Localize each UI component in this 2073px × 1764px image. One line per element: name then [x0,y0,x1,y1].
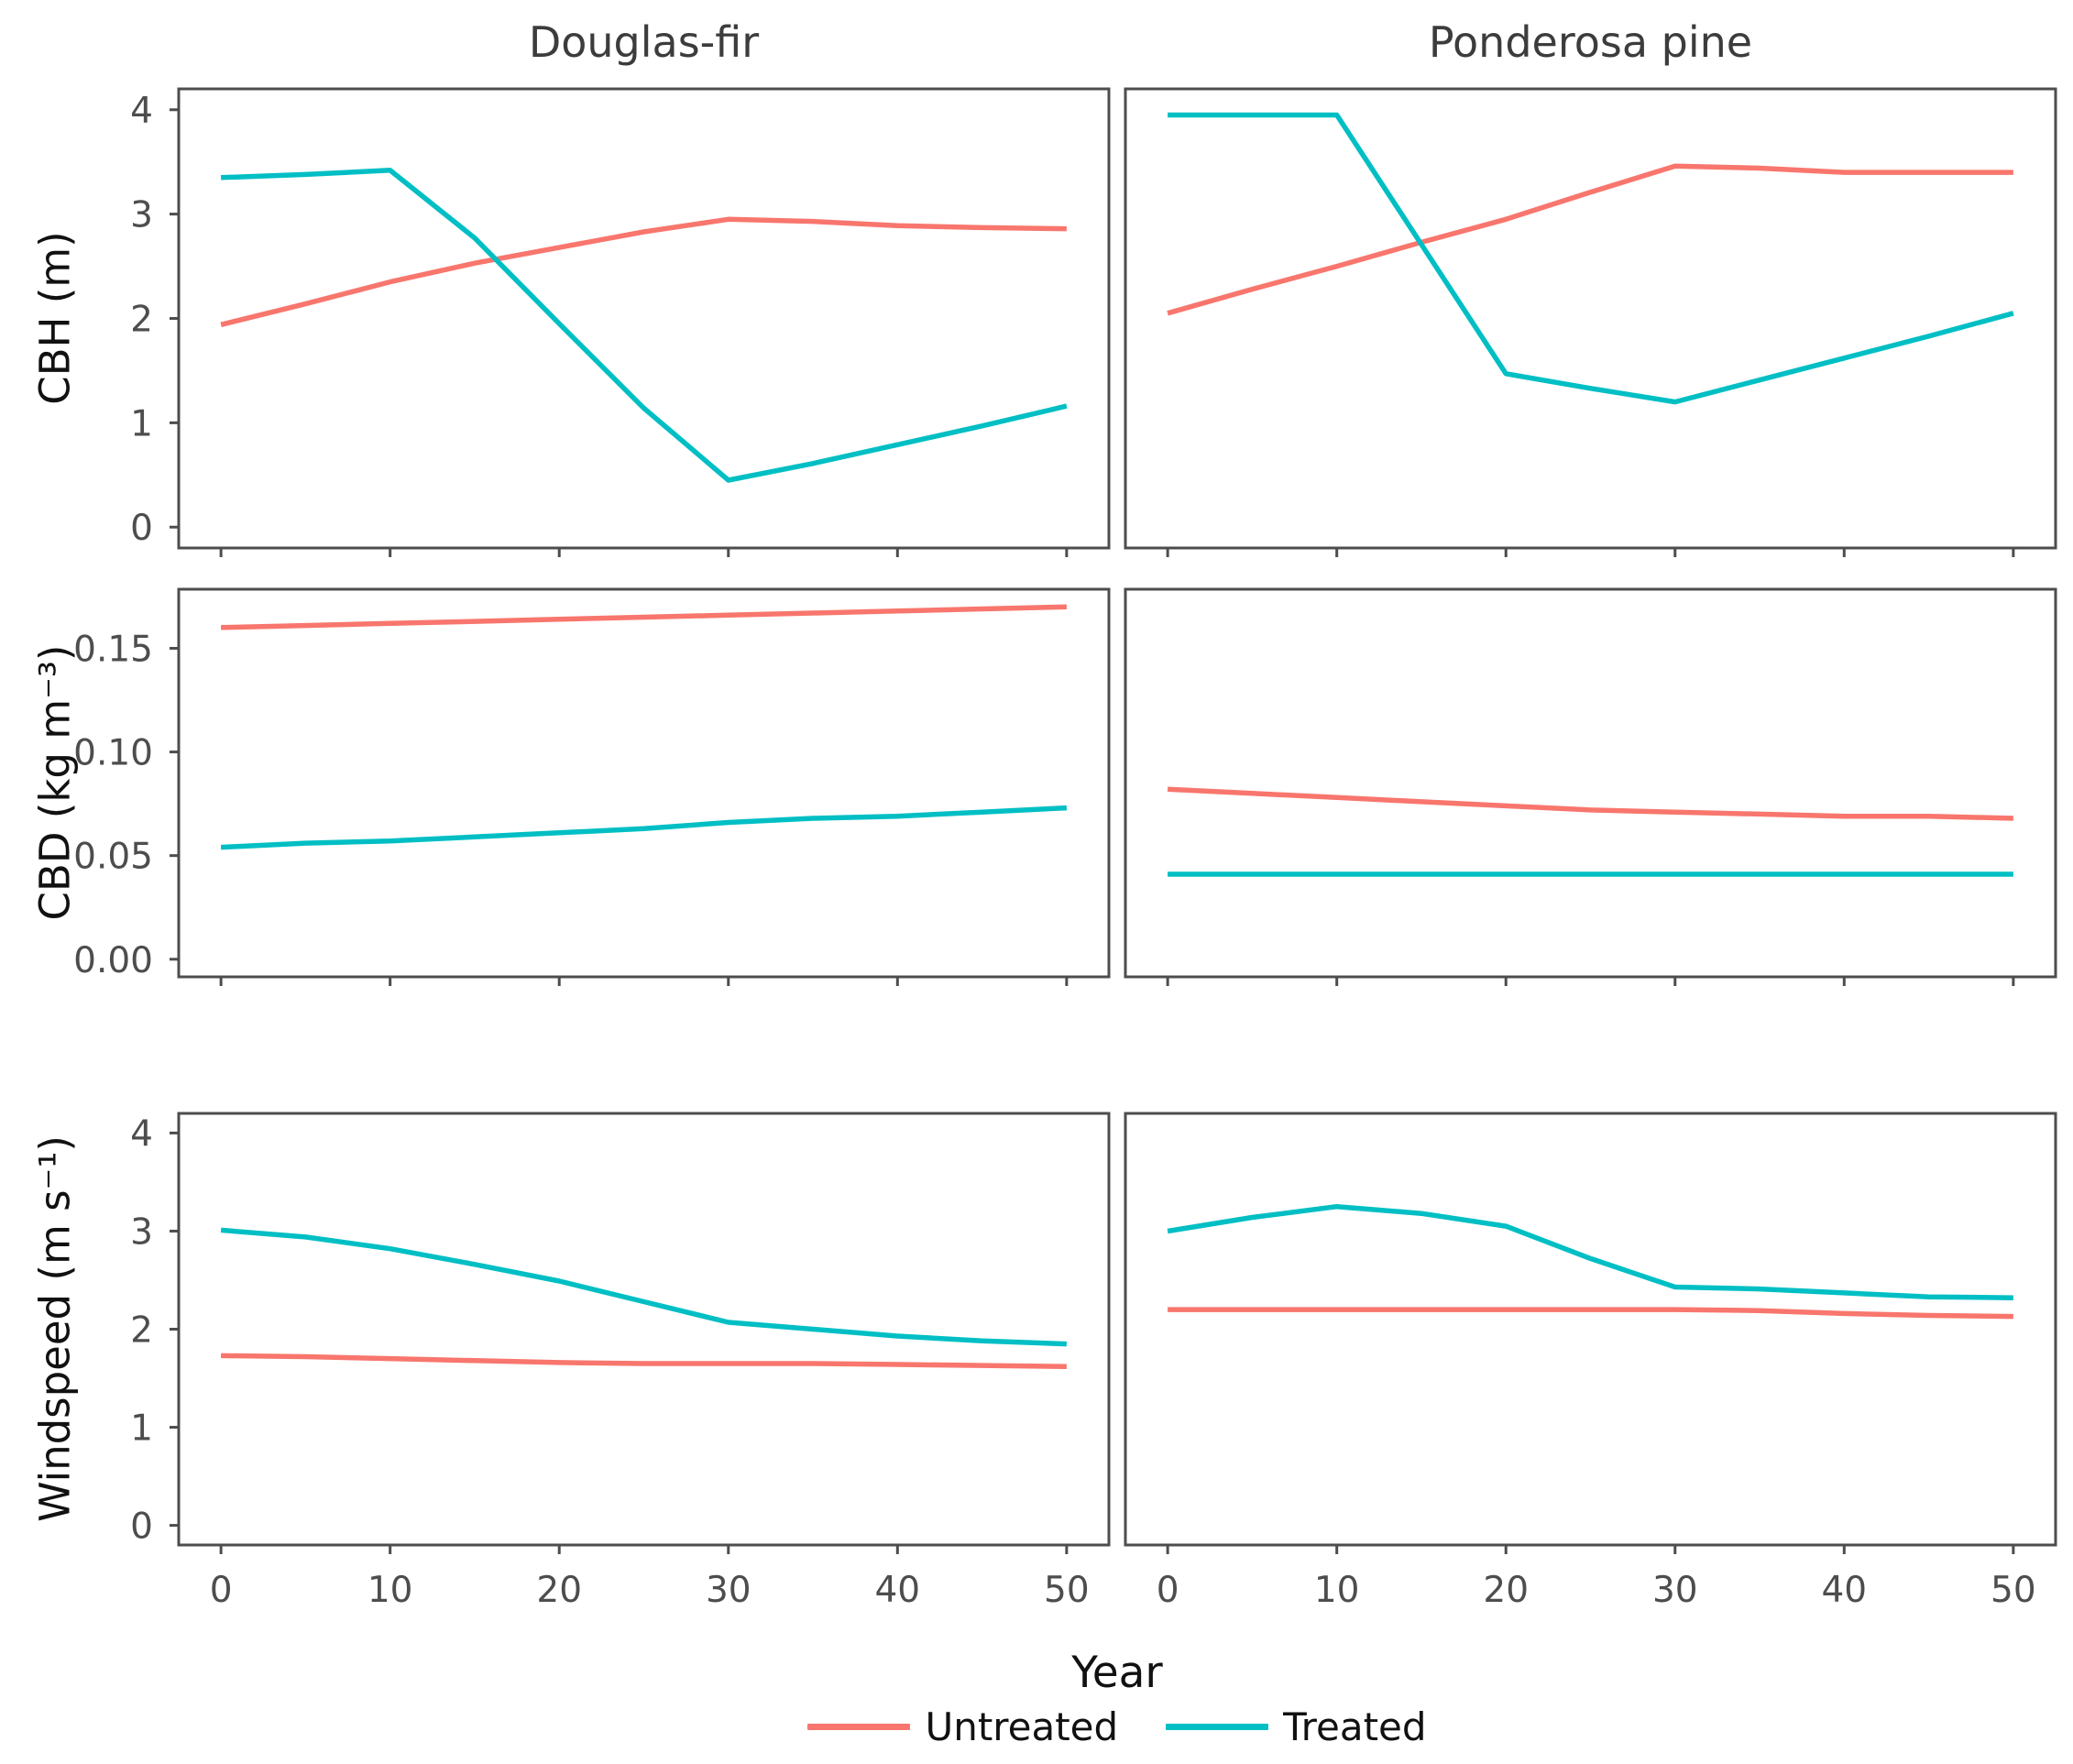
facet-title-douglas-fir: Douglas-fir [528,17,760,67]
y-tick-label: 1 [130,403,153,444]
legend-item-untreated: Untreated [807,1704,1118,1749]
series-line-treated [220,1227,1067,1347]
series-line-treated [220,805,1068,850]
series-line-untreated [221,1353,1067,1369]
x-tick-label: 20 [1483,1570,1529,1611]
panel-border [177,1112,1111,1547]
x-tick-label: 50 [1044,1570,1090,1611]
treated-line-swatch [1166,1724,1269,1730]
x-tick-label: 10 [367,1570,413,1611]
y-tick-label: 0.10 [73,733,153,774]
y-tick-label: 3 [130,195,153,236]
series-line-treated [220,168,1068,483]
y-tick-label: 0.00 [73,940,153,981]
x-tick-label: 40 [874,1570,920,1611]
untreated-line-swatch [807,1724,911,1730]
y-tick-label: 4 [130,91,153,132]
panel-border [177,87,1111,550]
x-tick-label: 30 [706,1570,751,1611]
series-line-treated [1167,1203,2013,1300]
y-tick-label: 0.05 [73,837,153,878]
y-tick-label: 3 [130,1211,153,1253]
y-tick-label: 0.15 [73,629,153,670]
series-line-untreated [1168,1307,2013,1320]
legend-label-treated: Treated [1283,1704,1427,1749]
x-axis-title: Year [1071,1648,1163,1698]
panel-border [1124,87,2057,550]
y-tick-label: 0 [130,1507,153,1548]
x-tick-label: 40 [1821,1570,1867,1611]
series-line-untreated [1167,163,2013,316]
x-tick-label: 50 [1991,1570,2036,1611]
series-line-untreated [221,604,1067,630]
series-line-treated [1168,112,2014,405]
x-tick-label: 10 [1314,1570,1360,1611]
x-tick-label: 0 [1157,1570,1179,1611]
panel-border [177,587,1111,979]
x-tick-label: 0 [210,1570,233,1611]
panel-border [1124,1112,2057,1547]
legend-item-treated: Treated [1166,1704,1427,1749]
y-tick-label: 0 [130,508,153,549]
legend-label-untreated: Untreated [925,1704,1119,1749]
facet-title-ponderosa-pine: Ponderosa pine [1428,17,1753,67]
y-tick-label: 4 [130,1113,153,1155]
series-line-untreated [220,216,1067,327]
series-line-untreated [1167,786,2013,821]
panel-border [1124,587,2057,979]
x-tick-label: 20 [536,1570,582,1611]
y-tick-label: 1 [130,1408,153,1450]
y-tick-label: 2 [130,1310,153,1352]
x-tick-label: 30 [1652,1570,1698,1611]
y-tick-label: 2 [130,300,153,341]
legend: Untreated Treated [179,1704,2056,1749]
